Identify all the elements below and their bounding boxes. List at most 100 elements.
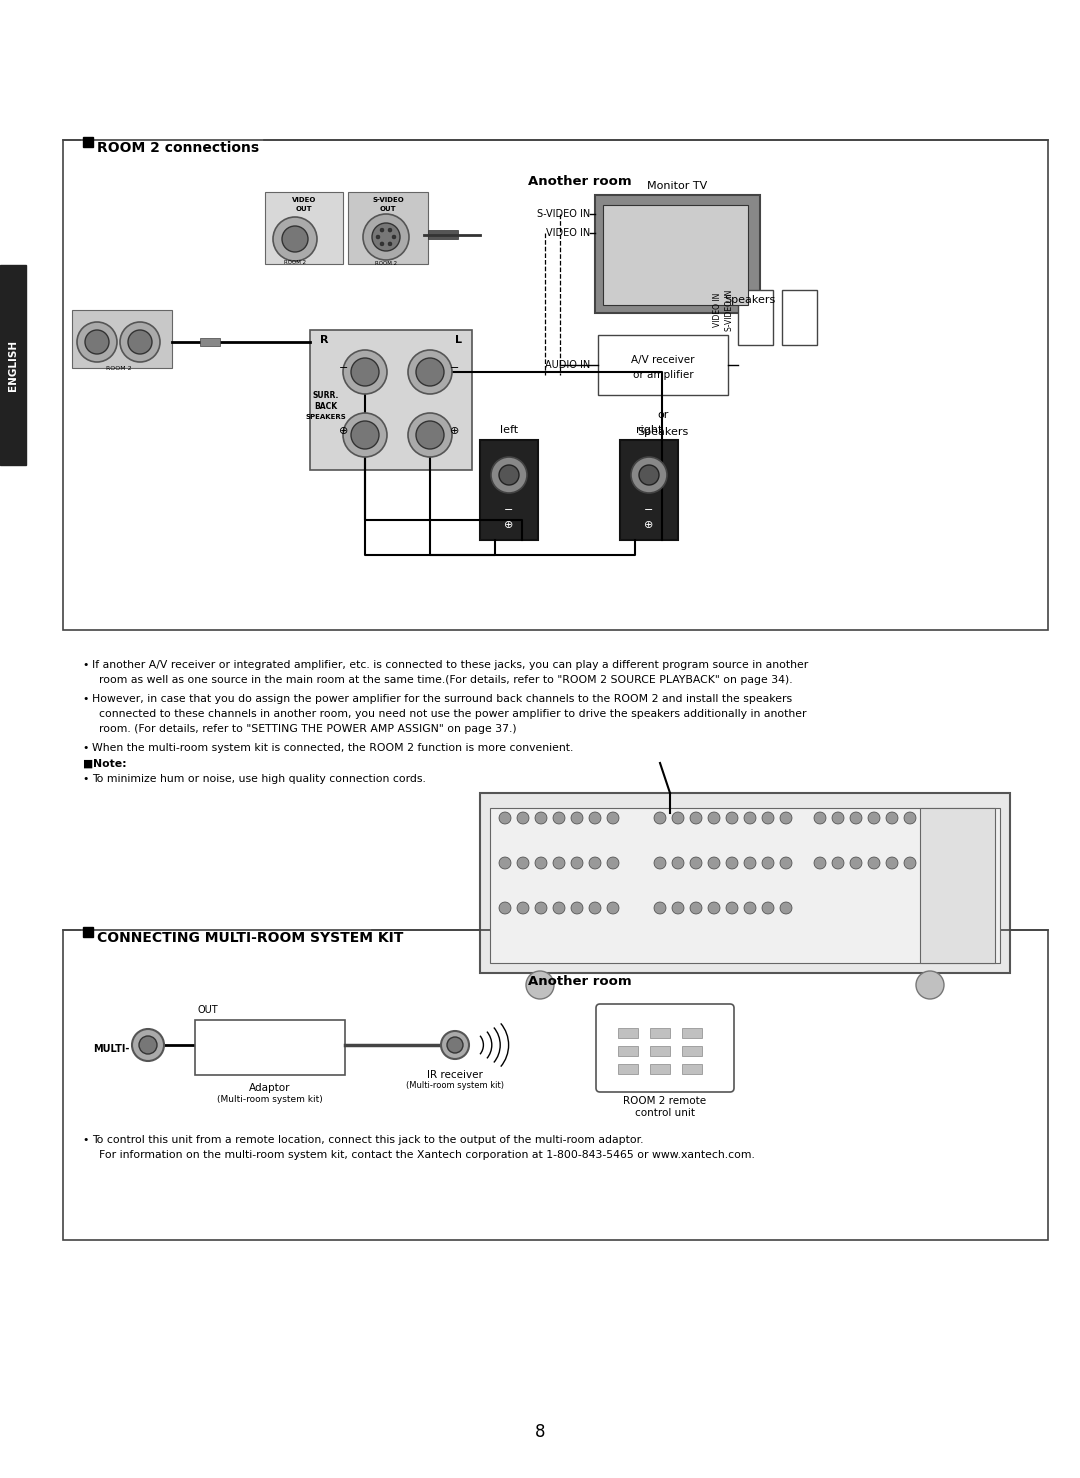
Text: BACK: BACK: [314, 402, 338, 411]
Circle shape: [372, 223, 400, 251]
Circle shape: [886, 811, 897, 825]
Circle shape: [535, 811, 546, 825]
Circle shape: [850, 857, 862, 869]
Circle shape: [690, 857, 702, 869]
Bar: [618, 1029, 638, 1038]
Text: VIDEO: VIDEO: [292, 197, 316, 202]
Circle shape: [343, 350, 387, 395]
Circle shape: [780, 811, 792, 825]
Circle shape: [491, 457, 527, 494]
Bar: [83, 927, 93, 937]
Circle shape: [499, 811, 511, 825]
Circle shape: [535, 857, 546, 869]
Text: ■: ■: [82, 760, 92, 769]
Circle shape: [708, 857, 720, 869]
Text: SPEAKERS: SPEAKERS: [306, 414, 347, 420]
Circle shape: [589, 811, 600, 825]
Text: •: •: [82, 695, 89, 704]
Circle shape: [517, 857, 529, 869]
Text: left: left: [500, 426, 518, 435]
Circle shape: [363, 214, 409, 260]
Text: Note:: Note:: [93, 760, 126, 769]
Circle shape: [607, 811, 619, 825]
Circle shape: [744, 811, 756, 825]
Bar: [782, 290, 816, 344]
Circle shape: [690, 902, 702, 913]
Text: room. (For details, refer to "SETTING THE POWER AMP ASSIGN" on page 37.): room. (For details, refer to "SETTING TH…: [92, 724, 516, 735]
Text: IR receiver: IR receiver: [427, 1070, 483, 1080]
Text: Another room: Another room: [528, 975, 632, 987]
Bar: [595, 195, 760, 313]
Circle shape: [762, 811, 774, 825]
Circle shape: [571, 857, 583, 869]
Bar: [650, 1046, 670, 1055]
Circle shape: [631, 457, 667, 494]
Bar: [681, 1064, 702, 1075]
Text: A/V receiver: A/V receiver: [631, 355, 694, 365]
Circle shape: [388, 228, 392, 232]
Text: ROOM 2: ROOM 2: [284, 260, 306, 265]
Bar: [650, 1064, 670, 1075]
Text: S-VIDEO IN: S-VIDEO IN: [726, 290, 734, 331]
Circle shape: [380, 228, 384, 232]
Text: connected to these channels in another room, you need not use the power amplifie: connected to these channels in another r…: [92, 709, 807, 718]
Bar: [63, 930, 1048, 1240]
Bar: [650, 1029, 670, 1038]
Text: or: or: [658, 409, 669, 420]
Circle shape: [526, 971, 554, 999]
Circle shape: [388, 242, 392, 245]
Circle shape: [672, 811, 684, 825]
Text: −: −: [450, 364, 460, 372]
Circle shape: [832, 857, 843, 869]
Circle shape: [708, 902, 720, 913]
Circle shape: [499, 902, 511, 913]
Circle shape: [376, 235, 380, 239]
Bar: [310, 330, 472, 470]
Bar: [618, 1064, 638, 1075]
Text: When the multi-room system kit is connected, the ROOM 2 function is more conveni: When the multi-room system kit is connec…: [92, 743, 573, 752]
Circle shape: [282, 226, 308, 253]
Circle shape: [416, 358, 444, 386]
Text: For information on the multi-room system kit, contact the Xantech corporation at: For information on the multi-room system…: [92, 1150, 755, 1160]
Text: Speakers: Speakers: [637, 427, 689, 437]
Circle shape: [726, 902, 738, 913]
Text: AUDIO IN: AUDIO IN: [544, 361, 590, 370]
Circle shape: [868, 811, 880, 825]
Circle shape: [672, 857, 684, 869]
Bar: [620, 440, 678, 539]
Text: (Multi-room system kit): (Multi-room system kit): [406, 1080, 504, 1089]
Circle shape: [886, 857, 897, 869]
Text: •: •: [82, 743, 89, 752]
Circle shape: [571, 902, 583, 913]
Bar: [72, 310, 172, 368]
Circle shape: [690, 811, 702, 825]
Text: To minimize hum or noise, use high quality connection cords.: To minimize hum or noise, use high quali…: [92, 774, 426, 783]
Bar: [200, 338, 220, 346]
Text: 8: 8: [535, 1423, 545, 1441]
Circle shape: [441, 1032, 469, 1060]
Circle shape: [499, 466, 519, 485]
Circle shape: [708, 811, 720, 825]
Text: Another room: Another room: [528, 174, 632, 188]
Bar: [265, 192, 343, 265]
Text: right: right: [636, 426, 662, 435]
Bar: [83, 137, 93, 146]
Bar: [618, 1046, 638, 1055]
Text: L: L: [455, 336, 461, 344]
Text: ROOM 2: ROOM 2: [106, 367, 132, 371]
Bar: [681, 1046, 702, 1055]
Text: room as well as one source in the main room at the same time.(For details, refer: room as well as one source in the main r…: [92, 675, 793, 684]
Circle shape: [416, 421, 444, 449]
Text: OUT: OUT: [296, 205, 312, 211]
Text: ⊕: ⊕: [339, 426, 349, 436]
Circle shape: [607, 902, 619, 913]
Circle shape: [408, 412, 453, 457]
Text: •: •: [82, 1135, 89, 1145]
Circle shape: [832, 811, 843, 825]
Circle shape: [553, 902, 565, 913]
Bar: [0, 265, 26, 466]
Text: However, in case that you do assign the power amplifier for the surround back ch: However, in case that you do assign the …: [92, 695, 792, 704]
Text: VIDEO IN: VIDEO IN: [714, 293, 723, 327]
Bar: [480, 440, 538, 539]
Text: S-VIDEO: S-VIDEO: [373, 197, 404, 202]
